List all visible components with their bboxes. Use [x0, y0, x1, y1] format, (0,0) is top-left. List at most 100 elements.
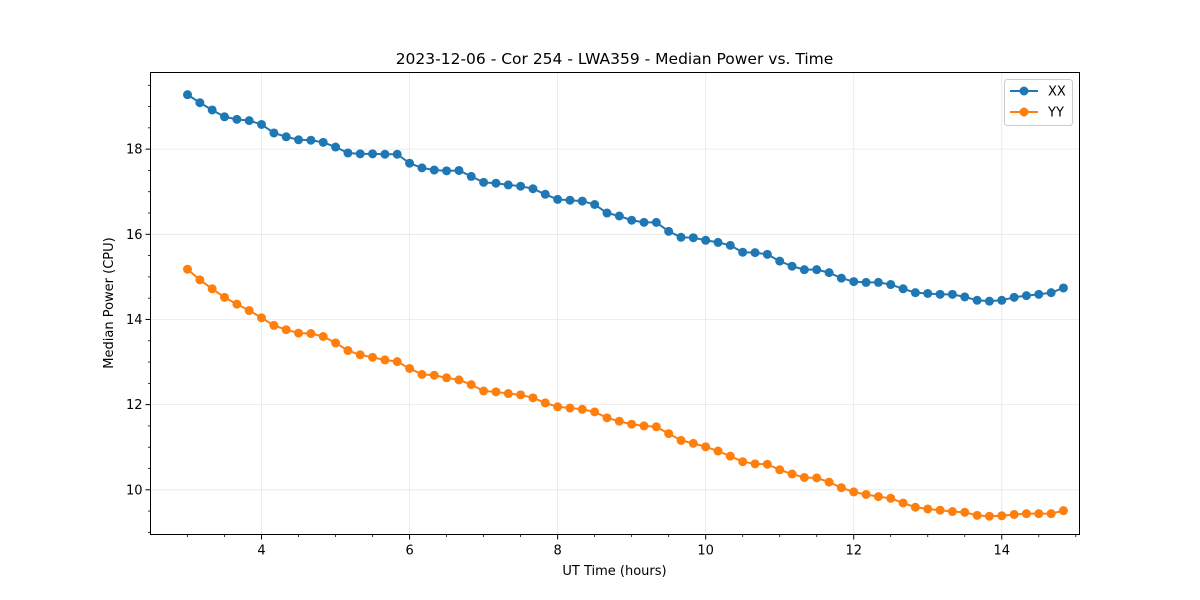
data-point	[281, 132, 291, 142]
data-point	[947, 289, 957, 299]
data-point	[540, 189, 550, 199]
data-point	[688, 233, 698, 243]
data-point	[392, 149, 402, 159]
data-point	[873, 277, 883, 287]
data-point	[997, 295, 1007, 305]
data-point	[1046, 509, 1056, 519]
data-point	[935, 289, 945, 299]
data-point	[910, 502, 920, 512]
axis-ticks: 4 6 8 10 12 14 10 12 14 16 18	[126, 84, 1077, 559]
data-point	[479, 386, 489, 396]
data-point	[775, 465, 785, 475]
data-point	[960, 292, 970, 302]
data-point	[984, 296, 994, 306]
data-point	[417, 163, 427, 173]
data-point	[220, 292, 230, 302]
data-point	[565, 403, 575, 413]
data-point	[972, 510, 982, 520]
data-point	[787, 469, 797, 479]
data-point	[466, 171, 476, 181]
data-point	[614, 211, 624, 221]
data-point	[1021, 291, 1031, 301]
data-point	[257, 119, 267, 129]
data-point	[429, 165, 439, 175]
data-point	[553, 402, 563, 412]
data-point	[1009, 509, 1019, 519]
x-tick-label: 10	[697, 544, 714, 559]
data-point	[1009, 292, 1019, 302]
data-point	[1034, 289, 1044, 299]
data-point	[627, 419, 637, 429]
data-point	[984, 511, 994, 521]
x-tick-label: 6	[405, 544, 413, 559]
y-tick-label: 18	[126, 143, 143, 158]
data-point	[836, 483, 846, 493]
data-point	[762, 249, 772, 259]
data-point	[836, 273, 846, 283]
data-point	[750, 248, 760, 258]
data-point	[269, 320, 279, 330]
data-point	[368, 352, 378, 362]
data-point	[281, 325, 291, 335]
chart-title: 2023-12-06 - Cor 254 - LWA359 - Median P…	[396, 50, 834, 68]
legend: XX YY	[1004, 79, 1073, 126]
data-point	[935, 505, 945, 515]
data-point	[849, 487, 859, 497]
data-point	[565, 195, 575, 205]
data-point	[195, 98, 205, 108]
series-yy	[183, 264, 1068, 521]
data-point	[380, 149, 390, 159]
data-point	[491, 178, 501, 188]
data-point	[318, 137, 328, 147]
series-xx	[183, 90, 1068, 306]
data-point	[639, 217, 649, 227]
data-point	[392, 357, 402, 367]
data-point	[405, 158, 415, 168]
data-point	[1034, 509, 1044, 519]
data-point	[676, 232, 686, 242]
data-point	[244, 306, 254, 316]
grid	[150, 72, 1080, 535]
data-point	[861, 277, 871, 287]
data-point	[183, 264, 193, 274]
data-point	[725, 451, 735, 461]
data-point	[577, 196, 587, 206]
data-point	[232, 299, 242, 309]
data-point	[873, 492, 883, 502]
data-point	[898, 284, 908, 294]
x-tick-label: 8	[553, 544, 561, 559]
data-point	[380, 355, 390, 365]
data-point	[824, 268, 834, 278]
y-tick-label: 16	[126, 228, 143, 243]
data-point	[207, 105, 217, 115]
data-point	[701, 235, 711, 245]
data-point	[923, 504, 933, 514]
y-tick-label: 10	[126, 483, 143, 498]
y-axis-label: Median Power (CPU)	[102, 237, 117, 368]
y-tick-label: 12	[126, 398, 143, 413]
data-point	[269, 128, 279, 138]
data-point	[688, 438, 698, 448]
data-point	[614, 416, 624, 426]
data-point	[676, 435, 686, 445]
data-point	[343, 346, 353, 356]
x-tick-label: 4	[257, 544, 265, 559]
data-point	[232, 114, 242, 124]
data-point	[898, 498, 908, 508]
data-point	[577, 404, 587, 414]
data-point	[503, 389, 513, 399]
data-point	[553, 194, 563, 204]
data-point	[368, 149, 378, 159]
data-point	[306, 329, 316, 339]
data-point	[627, 215, 637, 225]
data-point	[762, 459, 772, 469]
data-point	[799, 265, 809, 275]
data-point	[602, 413, 612, 423]
data-point	[799, 472, 809, 482]
data-point	[318, 332, 328, 341]
data-point	[528, 393, 538, 403]
data-point	[454, 165, 464, 175]
data-point	[294, 328, 304, 338]
data-point	[651, 422, 661, 432]
data-point	[540, 398, 550, 408]
